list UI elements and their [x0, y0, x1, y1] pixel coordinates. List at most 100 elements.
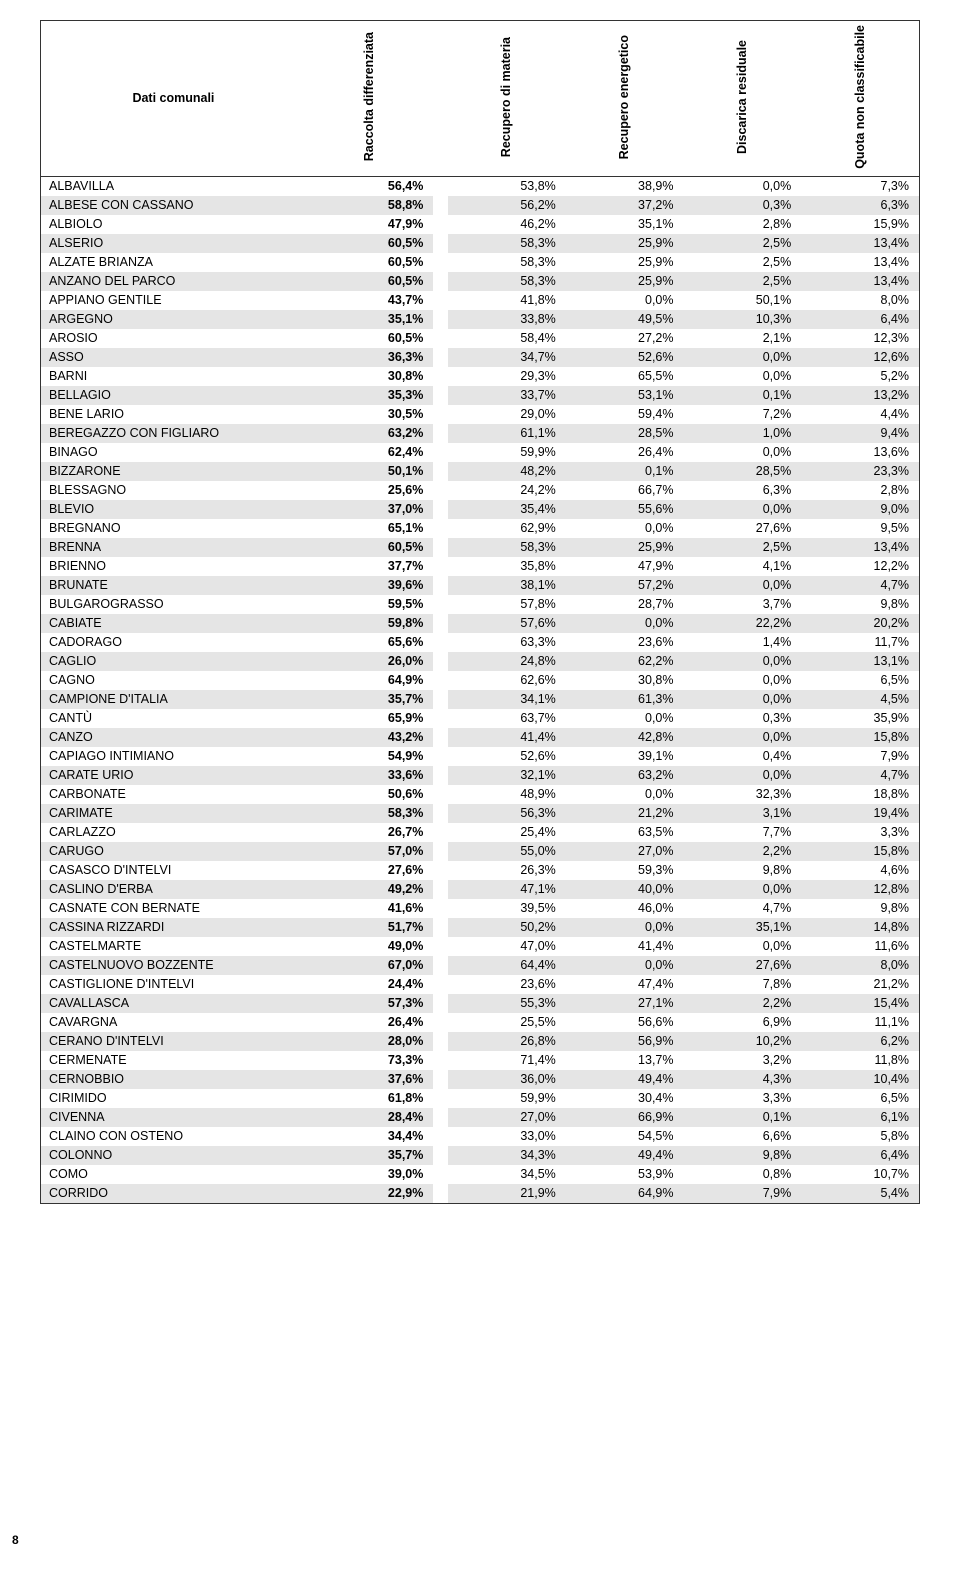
cell-value: 54,5%: [566, 1127, 684, 1146]
cell-value: 23,6%: [566, 633, 684, 652]
cell-value: 2,5%: [684, 253, 802, 272]
cell-value: 13,7%: [566, 1051, 684, 1070]
cell-rd: 58,3%: [306, 804, 434, 823]
cell-value: 58,3%: [448, 234, 566, 253]
cell-name: BARNI: [41, 367, 306, 386]
cell-name: CORRIDO: [41, 1184, 306, 1203]
page-number: 8: [12, 1533, 19, 1547]
cell-value: 4,4%: [801, 405, 919, 424]
cell-name: CIVENNA: [41, 1108, 306, 1127]
data-table: Dati comunali Raccolta differenziata Rec…: [41, 21, 919, 1203]
cell-value: 0,0%: [684, 500, 802, 519]
cell-value: 65,5%: [566, 367, 684, 386]
cell-value: 48,2%: [448, 462, 566, 481]
cell-value: 56,2%: [448, 196, 566, 215]
cell-name: CERNOBBIO: [41, 1070, 306, 1089]
cell-value: 0,0%: [566, 918, 684, 937]
cell-value: 25,9%: [566, 538, 684, 557]
cell-rd: 58,8%: [306, 196, 434, 215]
cell-sep: [433, 1070, 448, 1089]
cell-name: CARBONATE: [41, 785, 306, 804]
cell-value: 5,8%: [801, 1127, 919, 1146]
cell-value: 15,8%: [801, 842, 919, 861]
cell-name: CASLINO D'ERBA: [41, 880, 306, 899]
cell-rd: 28,4%: [306, 1108, 434, 1127]
table-row: CAVALLASCA57,3%55,3%27,1%2,2%15,4%: [41, 994, 919, 1013]
table-row: CARATE URIO33,6%32,1%63,2%0,0%4,7%: [41, 766, 919, 785]
cell-value: 40,0%: [566, 880, 684, 899]
cell-rd: 36,3%: [306, 348, 434, 367]
cell-value: 7,7%: [684, 823, 802, 842]
cell-value: 0,0%: [684, 728, 802, 747]
cell-value: 11,1%: [801, 1013, 919, 1032]
header-rd: Raccolta differenziata: [306, 21, 434, 176]
cell-rd: 60,5%: [306, 272, 434, 291]
cell-name: ALZATE BRIANZA: [41, 253, 306, 272]
cell-value: 61,1%: [448, 424, 566, 443]
table-row: BENE LARIO30,5%29,0%59,4%7,2%4,4%: [41, 405, 919, 424]
cell-sep: [433, 176, 448, 196]
cell-rd: 65,1%: [306, 519, 434, 538]
cell-sep: [433, 709, 448, 728]
cell-value: 0,3%: [684, 196, 802, 215]
cell-rd: 57,0%: [306, 842, 434, 861]
cell-value: 36,0%: [448, 1070, 566, 1089]
cell-sep: [433, 253, 448, 272]
cell-name: CASTIGLIONE D'INTELVI: [41, 975, 306, 994]
cell-value: 52,6%: [448, 747, 566, 766]
cell-name: CADORAGO: [41, 633, 306, 652]
cell-name: COLONNO: [41, 1146, 306, 1165]
cell-rd: 30,8%: [306, 367, 434, 386]
cell-value: 24,8%: [448, 652, 566, 671]
table-row: CARLAZZO26,7%25,4%63,5%7,7%3,3%: [41, 823, 919, 842]
cell-value: 50,1%: [684, 291, 802, 310]
table-row: ASSO36,3%34,7%52,6%0,0%12,6%: [41, 348, 919, 367]
cell-rd: 35,7%: [306, 1146, 434, 1165]
cell-sep: [433, 804, 448, 823]
cell-value: 9,8%: [801, 595, 919, 614]
cell-value: 3,1%: [684, 804, 802, 823]
cell-rd: 60,5%: [306, 538, 434, 557]
cell-name: CAVARGNA: [41, 1013, 306, 1032]
cell-value: 34,1%: [448, 690, 566, 709]
cell-value: 9,5%: [801, 519, 919, 538]
cell-value: 53,8%: [448, 176, 566, 196]
cell-name: ALBIOLO: [41, 215, 306, 234]
cell-sep: [433, 481, 448, 500]
table-row: CLAINO CON OSTENO34,4%33,0%54,5%6,6%5,8%: [41, 1127, 919, 1146]
cell-sep: [433, 975, 448, 994]
cell-rd: 37,6%: [306, 1070, 434, 1089]
table-row: CAVARGNA26,4%25,5%56,6%6,9%11,1%: [41, 1013, 919, 1032]
cell-rd: 67,0%: [306, 956, 434, 975]
table-row: AROSIO60,5%58,4%27,2%2,1%12,3%: [41, 329, 919, 348]
cell-value: 9,8%: [801, 899, 919, 918]
cell-value: 11,6%: [801, 937, 919, 956]
cell-value: 4,1%: [684, 557, 802, 576]
cell-sep: [433, 880, 448, 899]
cell-value: 11,7%: [801, 633, 919, 652]
cell-value: 57,8%: [448, 595, 566, 614]
cell-value: 39,1%: [566, 747, 684, 766]
cell-sep: [433, 1127, 448, 1146]
cell-value: 7,9%: [801, 747, 919, 766]
table-row: CASTELMARTE49,0%47,0%41,4%0,0%11,6%: [41, 937, 919, 956]
cell-name: BENE LARIO: [41, 405, 306, 424]
cell-value: 49,4%: [566, 1146, 684, 1165]
cell-name: CAGLIO: [41, 652, 306, 671]
cell-value: 48,9%: [448, 785, 566, 804]
cell-value: 2,5%: [684, 538, 802, 557]
cell-value: 0,0%: [566, 519, 684, 538]
cell-sep: [433, 443, 448, 462]
cell-value: 56,3%: [448, 804, 566, 823]
cell-sep: [433, 671, 448, 690]
cell-value: 0,0%: [566, 291, 684, 310]
cell-name: CASTELMARTE: [41, 937, 306, 956]
cell-rd: 60,5%: [306, 234, 434, 253]
cell-rd: 49,0%: [306, 937, 434, 956]
cell-name: CASNATE CON BERNATE: [41, 899, 306, 918]
cell-sep: [433, 633, 448, 652]
cell-name: BLEVIO: [41, 500, 306, 519]
table-row: ANZANO DEL PARCO60,5%58,3%25,9%2,5%13,4%: [41, 272, 919, 291]
cell-rd: 34,4%: [306, 1127, 434, 1146]
cell-value: 27,2%: [566, 329, 684, 348]
